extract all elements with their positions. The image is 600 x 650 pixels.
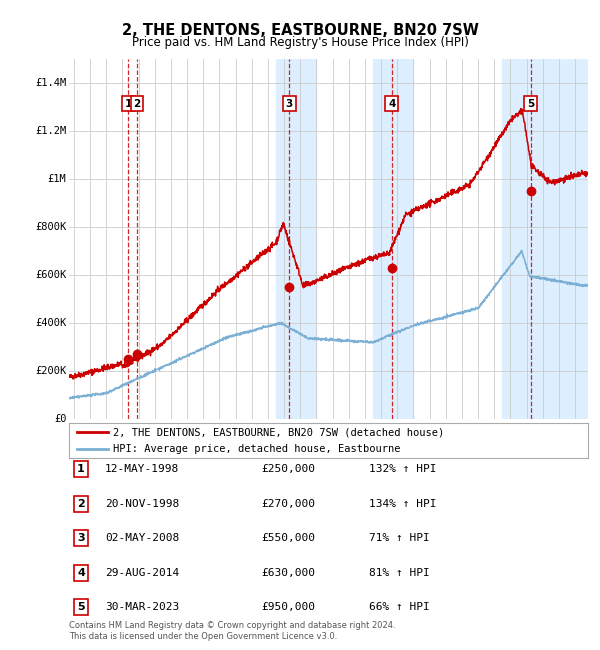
Text: £250,000: £250,000 (261, 464, 315, 474)
Text: 20-NOV-1998: 20-NOV-1998 (105, 499, 179, 509)
Text: £270,000: £270,000 (261, 499, 315, 509)
Text: 66% ↑ HPI: 66% ↑ HPI (369, 602, 430, 612)
Bar (373, 58, 413, 419)
Text: £600K: £600K (35, 270, 67, 280)
Text: 1998: 1998 (122, 430, 131, 451)
Text: 2000: 2000 (155, 430, 164, 451)
Text: 2013: 2013 (365, 430, 374, 451)
Text: 2014: 2014 (381, 430, 390, 451)
Text: 2006: 2006 (252, 430, 261, 451)
Text: 2022: 2022 (511, 430, 520, 451)
Text: This data is licensed under the Open Government Licence v3.0.: This data is licensed under the Open Gov… (69, 632, 337, 641)
Text: 2008: 2008 (284, 430, 293, 451)
Text: 2020: 2020 (478, 430, 487, 451)
Text: £400K: £400K (35, 318, 67, 328)
Text: 12-MAY-1998: 12-MAY-1998 (105, 464, 179, 474)
Text: 2015: 2015 (397, 430, 406, 451)
Text: 2001: 2001 (171, 430, 180, 451)
Bar (551, 58, 588, 419)
Text: 1: 1 (125, 99, 132, 109)
Text: 2005: 2005 (236, 430, 245, 451)
Bar (276, 58, 316, 419)
Text: 1996: 1996 (90, 430, 99, 451)
Text: 2017: 2017 (430, 430, 439, 451)
Text: £800K: £800K (35, 222, 67, 232)
Text: 3: 3 (286, 99, 293, 109)
Text: £1.2M: £1.2M (35, 125, 67, 136)
Text: 2, THE DENTONS, EASTBOURNE, BN20 7SW (detached house): 2, THE DENTONS, EASTBOURNE, BN20 7SW (de… (113, 427, 445, 437)
Text: 4: 4 (388, 99, 395, 109)
Text: Contains HM Land Registry data © Crown copyright and database right 2024.: Contains HM Land Registry data © Crown c… (69, 621, 395, 630)
Text: 1999: 1999 (139, 430, 148, 451)
Text: £1.4M: £1.4M (35, 77, 67, 88)
Bar (502, 58, 551, 419)
Text: 2007: 2007 (268, 430, 277, 451)
Text: 2, THE DENTONS, EASTBOURNE, BN20 7SW: 2, THE DENTONS, EASTBOURNE, BN20 7SW (122, 23, 478, 38)
Text: 2024: 2024 (543, 430, 552, 451)
Text: 2025: 2025 (559, 430, 568, 451)
Text: 2018: 2018 (446, 430, 455, 451)
Text: 1997: 1997 (106, 430, 115, 451)
Text: 2019: 2019 (462, 430, 471, 451)
Text: 132% ↑ HPI: 132% ↑ HPI (369, 464, 437, 474)
Text: 2003: 2003 (203, 430, 212, 451)
Text: 134% ↑ HPI: 134% ↑ HPI (369, 499, 437, 509)
Text: 81% ↑ HPI: 81% ↑ HPI (369, 567, 430, 578)
Text: Price paid vs. HM Land Registry's House Price Index (HPI): Price paid vs. HM Land Registry's House … (131, 36, 469, 49)
Text: 2012: 2012 (349, 430, 358, 451)
Text: 1: 1 (77, 464, 85, 474)
Text: £200K: £200K (35, 366, 67, 376)
Text: £1M: £1M (47, 174, 67, 184)
Text: 71% ↑ HPI: 71% ↑ HPI (369, 533, 430, 543)
Text: 2011: 2011 (332, 430, 341, 451)
Text: 5: 5 (77, 602, 85, 612)
Text: 2010: 2010 (316, 430, 325, 451)
Text: 1995: 1995 (74, 430, 83, 451)
Text: £0: £0 (54, 414, 67, 424)
Text: £550,000: £550,000 (261, 533, 315, 543)
Text: 2002: 2002 (187, 430, 196, 451)
Text: 29-AUG-2014: 29-AUG-2014 (105, 567, 179, 578)
Text: 2016: 2016 (413, 430, 422, 451)
Text: 2023: 2023 (527, 430, 536, 451)
Text: 5: 5 (527, 99, 534, 109)
Text: HPI: Average price, detached house, Eastbourne: HPI: Average price, detached house, East… (113, 443, 401, 454)
Text: 4: 4 (77, 567, 85, 578)
Text: 30-MAR-2023: 30-MAR-2023 (105, 602, 179, 612)
Text: 02-MAY-2008: 02-MAY-2008 (105, 533, 179, 543)
Text: 3: 3 (77, 533, 85, 543)
Text: 2: 2 (133, 99, 140, 109)
Text: 2004: 2004 (220, 430, 229, 451)
Text: £950,000: £950,000 (261, 602, 315, 612)
Text: £630,000: £630,000 (261, 567, 315, 578)
Text: 2021: 2021 (494, 430, 503, 451)
Text: 2026: 2026 (575, 430, 584, 451)
Text: 2: 2 (77, 499, 85, 509)
Text: 2009: 2009 (300, 430, 309, 451)
